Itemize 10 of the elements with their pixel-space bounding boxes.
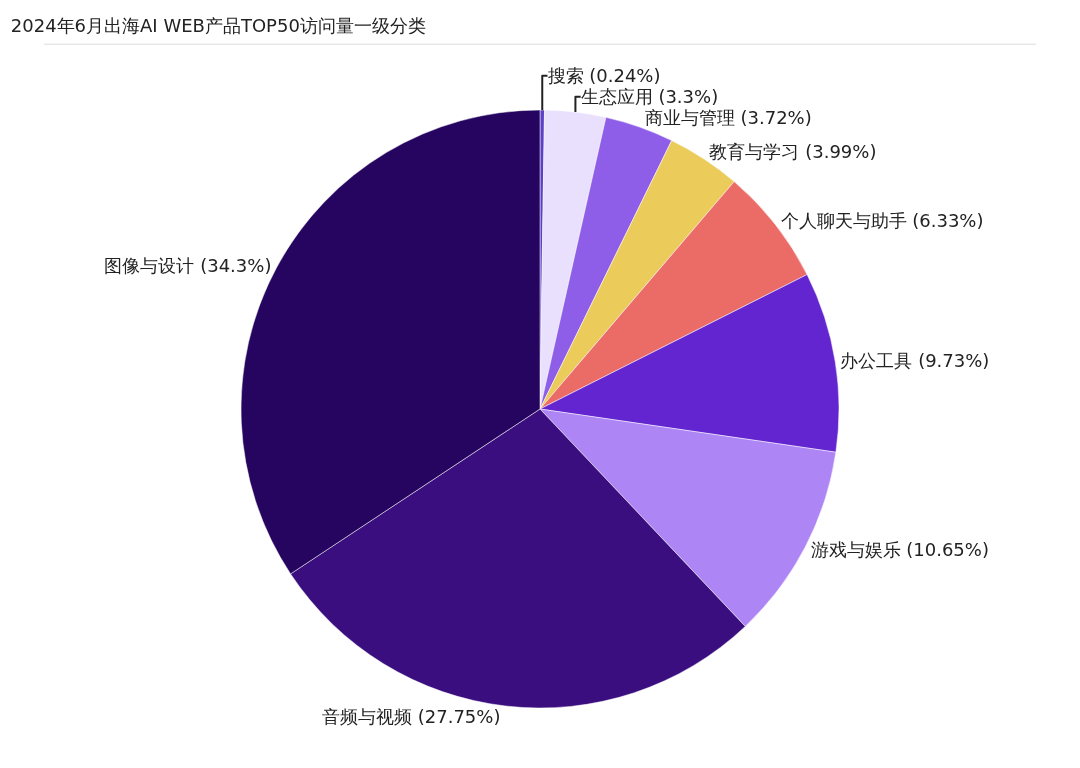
slice-label: 搜索 (0.24%) xyxy=(547,65,661,87)
slice-label: 个人聊天与助手 (6.33%) xyxy=(780,209,984,231)
slice-label: 生态应用 (3.3%) xyxy=(580,86,719,108)
slice-label: 办公工具 (9.73%) xyxy=(840,350,990,372)
slice-label: 图像与设计 (34.3%) xyxy=(104,254,272,276)
slice-label: 音频与视频 (27.75%) xyxy=(322,705,501,727)
chart-title: 2024年6月出海AI WEB产品TOP50访问量一级分类 xyxy=(10,14,426,36)
slice-label: 游戏与娱乐 (10.65%) xyxy=(810,538,989,560)
slice-label: 商业与管理 (3.72%) xyxy=(644,107,812,129)
slice-label: 教育与学习 (3.99%) xyxy=(709,141,877,163)
